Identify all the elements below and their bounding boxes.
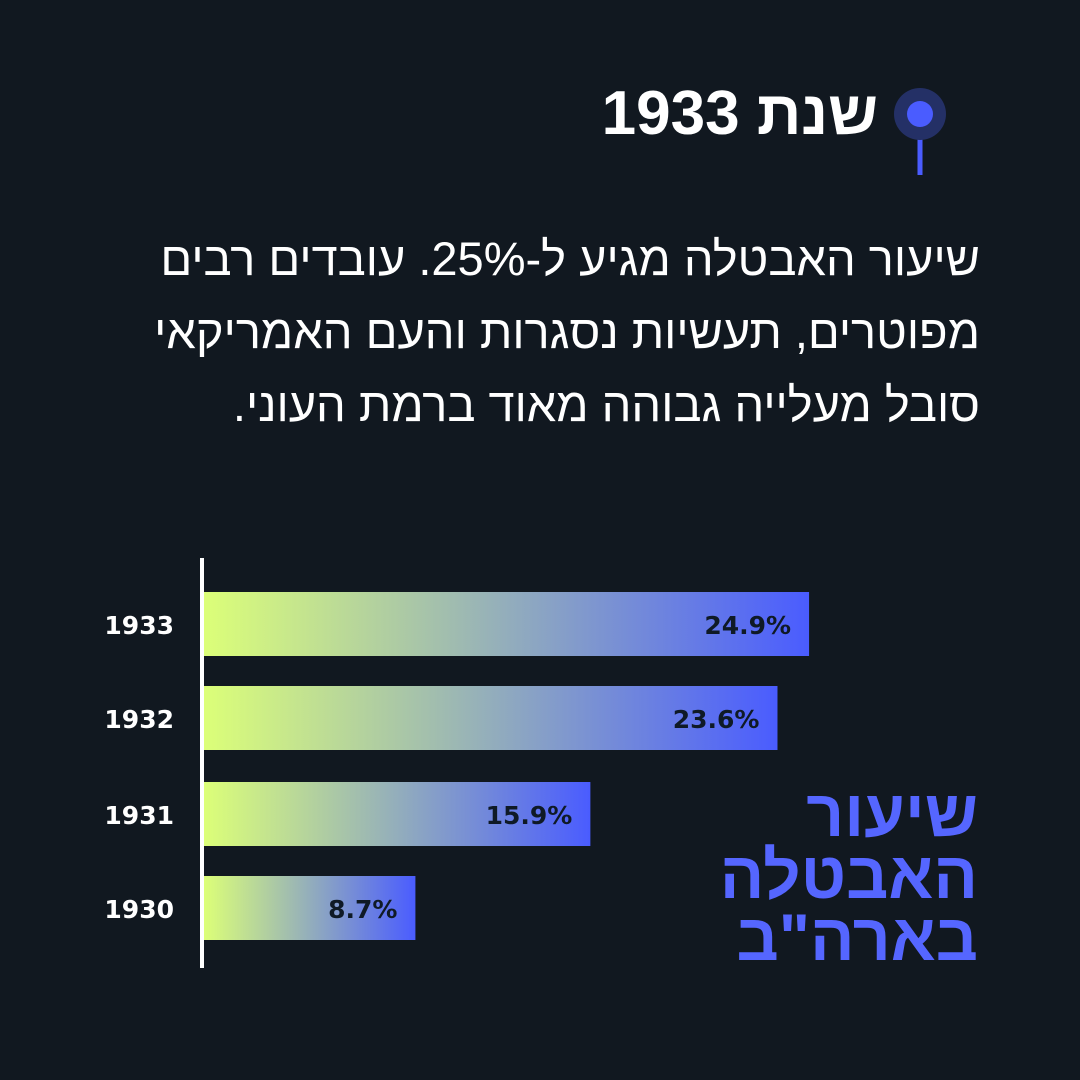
bar-1931	[204, 782, 591, 846]
value-label-1933: 24.9%	[704, 611, 791, 640]
chart-title: שיעור האבטלה בארה"ב	[719, 776, 978, 974]
timeline	[40, 88, 946, 176]
value-label-1930: 8.7%	[328, 895, 397, 924]
category-label-1932: 1932	[104, 705, 174, 734]
bar-1933	[204, 592, 810, 656]
value-label-1932: 23.6%	[673, 705, 760, 734]
bar-1930	[204, 876, 416, 940]
category-label-1931: 1931	[104, 801, 174, 830]
category-label-1933: 1933	[104, 611, 174, 640]
timeline-dot-icon	[907, 101, 933, 127]
value-label-1931: 15.9%	[486, 801, 573, 830]
bar-1932	[204, 686, 778, 750]
category-label-1930: 1930	[104, 895, 174, 924]
page-title: שנת 1933	[601, 79, 878, 148]
description-text: שיעור האבטלה מגיע ל-25%. עובדים רבים מפו…	[154, 232, 980, 431]
